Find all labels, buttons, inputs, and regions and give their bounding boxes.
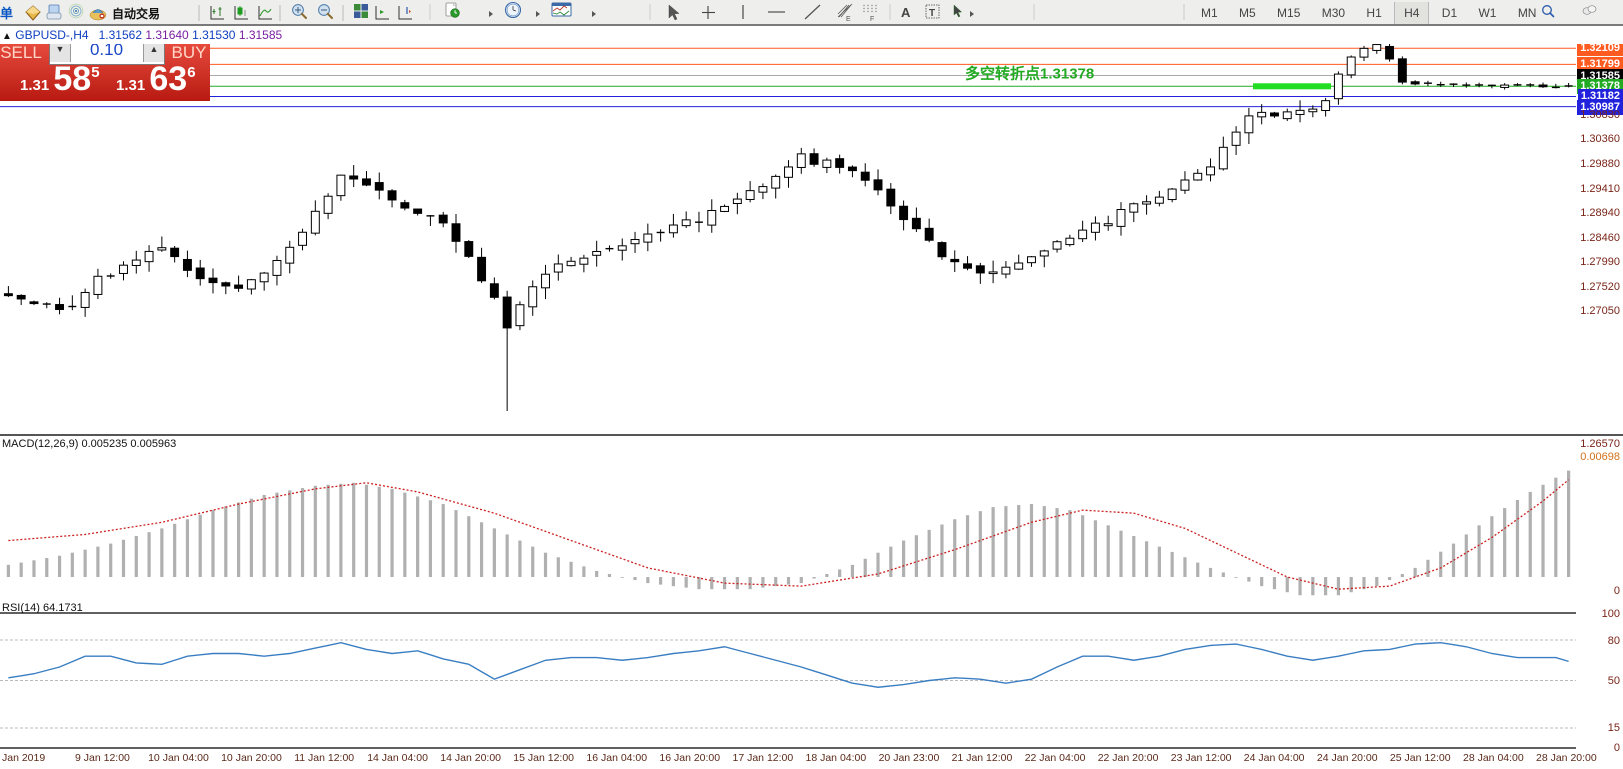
svg-text:E: E	[846, 16, 851, 23]
svg-text:F: F	[870, 16, 874, 23]
svg-text:T: T	[929, 8, 935, 19]
svg-text:A: A	[901, 5, 911, 20]
svg-text:多空转折点1.31378: 多空转折点1.31378	[965, 64, 1094, 82]
